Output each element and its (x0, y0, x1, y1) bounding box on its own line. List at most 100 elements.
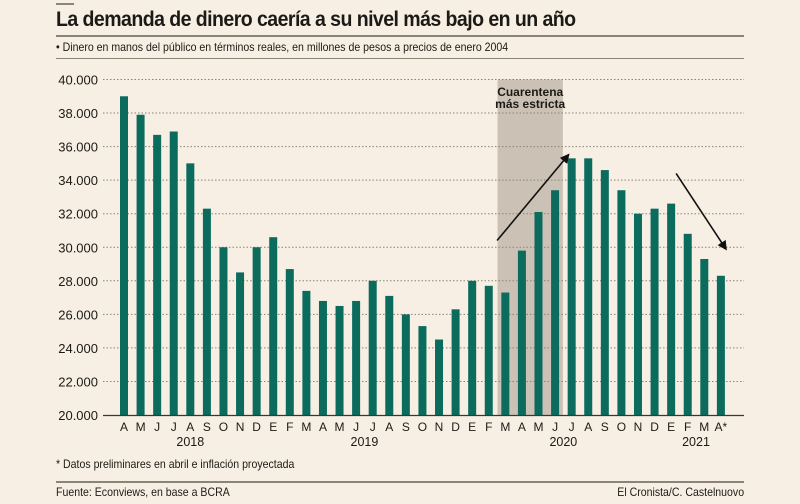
bar (335, 305, 344, 415)
bar (551, 190, 560, 415)
x-tick-label: J (171, 420, 177, 434)
bar (186, 163, 195, 415)
x-tick-label: N (634, 420, 643, 434)
year-label: 2021 (682, 435, 710, 449)
bar (617, 190, 626, 415)
bar (700, 258, 709, 415)
x-tick-label: A (518, 420, 526, 434)
trend-arrow-down (675, 172, 727, 251)
x-tick-label: F (485, 420, 492, 434)
bar (318, 300, 327, 415)
chart-title: La demanda de dinero caería a su nivel m… (56, 8, 576, 31)
year-label: 2019 (351, 435, 379, 449)
bar (418, 326, 427, 415)
x-tick-label: A (385, 420, 393, 434)
x-tick-label: S (601, 420, 609, 434)
bar (352, 300, 361, 415)
x-tick-label: A (319, 420, 327, 434)
x-tick-label: M (136, 420, 146, 434)
x-tick-label: F (286, 420, 293, 434)
title-divider (56, 35, 744, 37)
bar (501, 292, 510, 415)
y-tick-label: 36.000 (58, 140, 98, 155)
bar (567, 158, 576, 415)
bar (385, 295, 394, 415)
x-tick-label: D (252, 420, 261, 434)
x-tick-label: S (203, 420, 211, 434)
x-tick-label: O (418, 420, 427, 434)
x-tick-label: E (269, 420, 277, 434)
bar (302, 290, 311, 415)
x-tick-label: E (667, 420, 675, 434)
x-tick-label: J (154, 420, 160, 434)
x-tick-label: A* (715, 420, 728, 434)
x-tick-label: O (617, 420, 626, 434)
x-tick-label: D (451, 420, 460, 434)
x-tick-label: F (684, 420, 691, 434)
y-tick-label: 22.000 (58, 374, 98, 389)
bar (219, 247, 228, 415)
x-tick-label: N (236, 420, 245, 434)
y-tick-label: 34.000 (58, 173, 98, 188)
y-tick-label: 26.000 (58, 307, 98, 322)
bar (683, 233, 692, 415)
bar (600, 170, 609, 415)
bar (584, 158, 593, 415)
x-tick-label: D (650, 420, 659, 434)
bar (401, 314, 410, 415)
bar (435, 339, 444, 415)
bar (716, 275, 725, 415)
x-tick-label: O (219, 420, 228, 434)
chart-subtitle: • Dinero en manos del público en término… (56, 40, 509, 54)
year-label: 2018 (176, 435, 204, 449)
source-note: Fuente: Econviews, en base a BCRA (56, 485, 230, 499)
x-tick-label: S (402, 420, 410, 434)
x-tick-label: E (468, 420, 476, 434)
x-tick-label: J (569, 420, 575, 434)
x-tick-label: M (500, 420, 510, 434)
bar (484, 285, 493, 415)
bar (136, 114, 145, 415)
quarantine-label-line1: Cuarentena (497, 85, 563, 99)
y-tick-label: 24.000 (58, 341, 98, 356)
y-tick-label: 28.000 (58, 274, 98, 289)
x-tick-label: A (186, 420, 194, 434)
x-tick-label: J (353, 420, 359, 434)
footer-divider (56, 481, 744, 483)
x-tick-label: J (552, 420, 558, 434)
bar (153, 134, 162, 416)
bar (202, 208, 211, 415)
x-tick-label: A (120, 420, 128, 434)
x-tick-label: M (335, 420, 345, 434)
credit-note: El Cronista/C. Castelnuovo (617, 485, 744, 499)
bar (650, 208, 659, 415)
bar (451, 309, 460, 415)
bar (285, 269, 294, 415)
y-tick-label: 32.000 (58, 207, 98, 222)
footnote: * Datos preliminares en abril e inflació… (56, 457, 295, 471)
y-tick-label: 20.000 (58, 408, 98, 423)
subtitle-divider (56, 58, 744, 59)
bar (120, 96, 128, 416)
x-tick-label: M (699, 420, 709, 434)
bar (269, 237, 278, 415)
x-tick-label: N (435, 420, 444, 434)
bar (517, 250, 526, 415)
bar (534, 212, 543, 415)
quarantine-label-line2: más estricta (495, 97, 565, 111)
x-tick-label: M (301, 420, 311, 434)
bar (368, 280, 377, 415)
bar (468, 280, 477, 415)
y-tick-label: 30.000 (58, 240, 98, 255)
y-tick-label: 38.000 (58, 106, 98, 121)
x-tick-label: M (534, 420, 544, 434)
year-label: 2020 (549, 435, 577, 449)
top-accent-rule (56, 3, 74, 5)
bar (236, 272, 245, 415)
x-tick-label: A (584, 420, 592, 434)
bar (667, 203, 676, 415)
bar (169, 131, 178, 415)
bar (633, 213, 642, 415)
bar (252, 247, 261, 415)
